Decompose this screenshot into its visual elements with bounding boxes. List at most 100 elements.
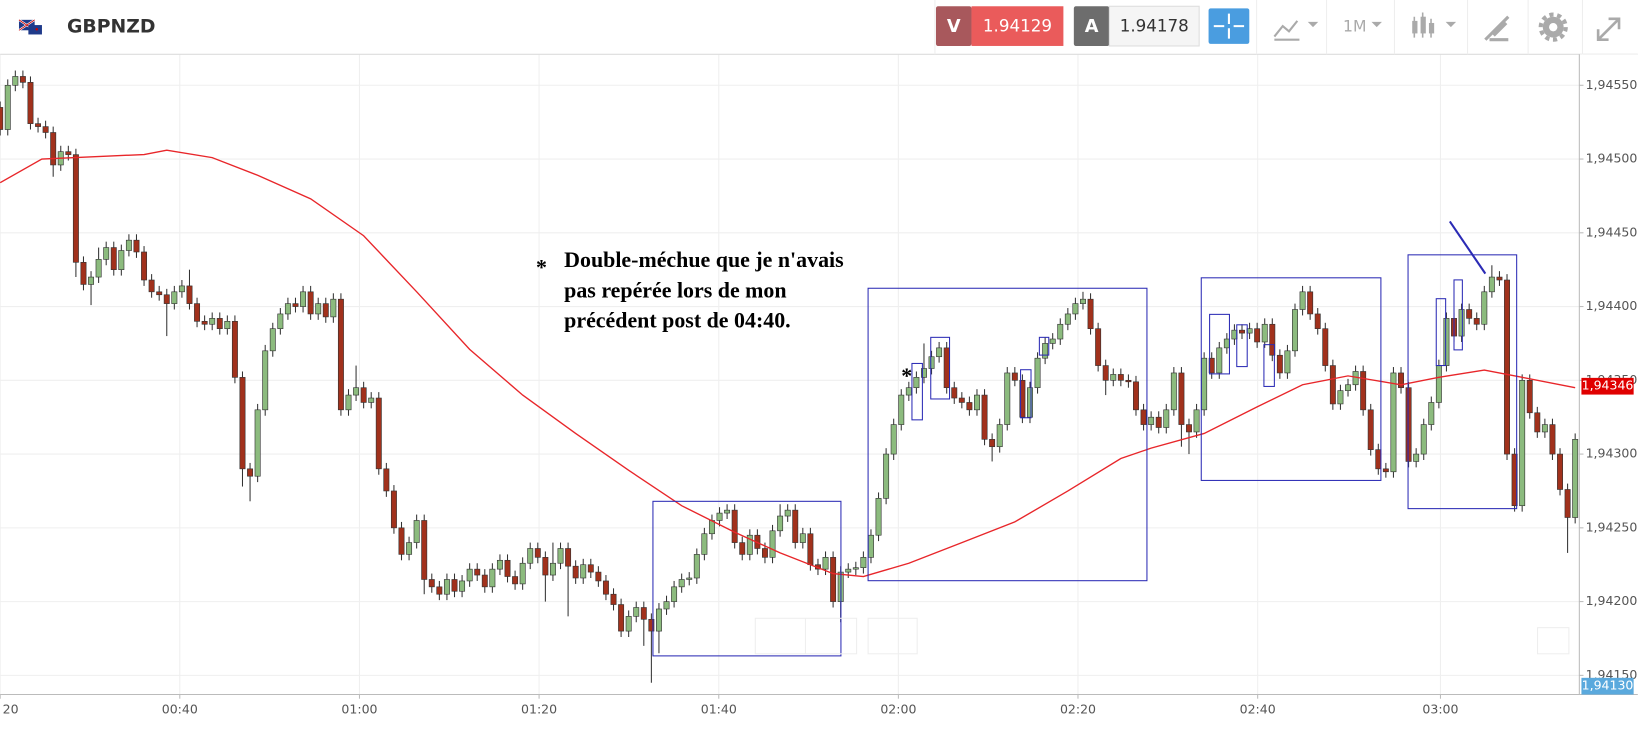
candle-body [406, 542, 413, 555]
draw-icon[interactable] [1484, 15, 1510, 42]
candle-body [1057, 323, 1064, 340]
x-tick-label: 02:20 [1060, 702, 1096, 717]
candle-body [1488, 276, 1495, 293]
candle-body [1223, 338, 1230, 349]
y-tick-label: 1,94250 [1586, 519, 1638, 534]
candle-body [716, 512, 723, 521]
candle-body [1027, 387, 1033, 418]
candle-body [428, 579, 435, 588]
candle-body [141, 251, 148, 281]
candle-body [648, 618, 655, 632]
candle-body [239, 377, 246, 470]
candle-body [353, 387, 360, 396]
y-tick-label: 1,94450 [1586, 224, 1638, 239]
candles-icon[interactable] [1412, 12, 1435, 38]
dropdown-arrow [1371, 21, 1382, 28]
y-tick-label: 1,94550 [1586, 77, 1638, 92]
candle-body [693, 554, 700, 579]
candle-body [95, 259, 102, 278]
candle-body [163, 294, 170, 304]
buy-label-bg[interactable] [1073, 6, 1110, 46]
buy-price-bg[interactable] [1108, 5, 1200, 47]
candle-body [1504, 279, 1510, 455]
y-tick-label: 1,94400 [1586, 298, 1638, 313]
chart-type-icon[interactable] [1273, 20, 1300, 41]
bid-price-tag: 1,94130 [1582, 678, 1634, 693]
candle-body [512, 576, 519, 585]
candle-body [928, 356, 935, 369]
candle-body [1125, 380, 1132, 383]
candle-body [231, 321, 238, 378]
candle-body [1337, 390, 1344, 405]
x-tick-label: 00:40 [162, 702, 198, 717]
candle-body [1572, 439, 1579, 518]
candle-body [224, 321, 231, 330]
candle-body [451, 579, 458, 592]
settings-icon[interactable] [1538, 12, 1568, 42]
candle-body [936, 347, 943, 358]
header-bg [0, 0, 1638, 55]
candle-body [1216, 347, 1223, 374]
candle-body [799, 533, 806, 543]
ghost-buttons [754, 617, 1570, 655]
marker: * [901, 363, 912, 388]
candle-body [125, 239, 132, 251]
sell-price[interactable]: 1.94129 [983, 16, 1052, 36]
candle-body [292, 303, 299, 307]
candle-body [1178, 372, 1185, 425]
x-tick-label: 03:00 [1422, 702, 1458, 717]
small-box [1263, 344, 1275, 387]
candle-body [701, 533, 708, 555]
box [1200, 277, 1382, 481]
timeframe[interactable]: 1M [1343, 17, 1366, 36]
candle-body [269, 328, 276, 352]
candle-body [610, 593, 617, 605]
candle-body [898, 394, 905, 425]
candle-body [504, 559, 511, 577]
candle-body [421, 520, 428, 580]
annotation-marker: * [536, 254, 547, 279]
annotation-line: précédent post de 04:40. [564, 308, 790, 333]
candle-body [1155, 416, 1162, 428]
y-tick-label: 1,94500 [1586, 151, 1638, 166]
candle-body [1390, 372, 1397, 473]
candle-body [1087, 298, 1094, 330]
candle-body [921, 368, 927, 378]
candle-body [398, 527, 405, 555]
sell-label-bg[interactable] [935, 6, 972, 46]
expand-icon[interactable] [1596, 17, 1621, 41]
candle-body [1526, 380, 1533, 414]
candle-body [974, 394, 980, 411]
candle-body [307, 291, 314, 315]
candle-body [284, 303, 291, 315]
candle-body [1345, 384, 1351, 391]
buy-label[interactable]: A [1085, 17, 1099, 37]
candle-body [943, 347, 950, 389]
candle-body [1254, 328, 1261, 343]
candle-body [194, 303, 201, 322]
candle-body [852, 567, 859, 570]
buy-price[interactable]: 1.94178 [1120, 16, 1189, 36]
candle-body [1163, 409, 1170, 428]
candle-body [50, 132, 57, 166]
candle-body [300, 291, 307, 307]
candle-body [474, 568, 481, 576]
candle-body [1375, 449, 1382, 470]
candle-body [1534, 412, 1541, 433]
candle-body [103, 247, 110, 260]
crosshair-button[interactable] [1208, 8, 1250, 44]
candle-body [572, 565, 579, 579]
sell-label[interactable]: V [947, 17, 961, 37]
arrow-line [1448, 220, 1487, 275]
candle-body [1072, 303, 1079, 315]
x-tick-label: 20 [3, 702, 19, 717]
candle-body [1011, 372, 1018, 381]
box [867, 287, 1148, 582]
candle-body [360, 387, 367, 403]
sell-price-bg[interactable] [971, 6, 1064, 46]
candle-body [602, 580, 609, 595]
candle-body [1420, 424, 1427, 455]
candle-body [557, 548, 564, 564]
candle-body [777, 515, 784, 532]
